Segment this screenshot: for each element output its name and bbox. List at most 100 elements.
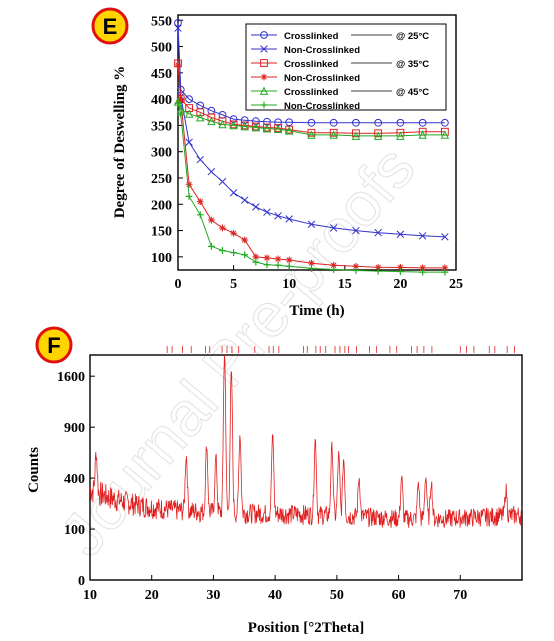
panel-e-series — [173, 18, 450, 276]
legend-marker — [260, 59, 268, 67]
legend-condition: @ 45°C — [396, 87, 429, 98]
data-point — [329, 130, 338, 139]
panel-f-y-axis-title: Counts — [26, 447, 42, 493]
data-point — [218, 177, 227, 186]
data-point — [418, 232, 427, 240]
data-point — [185, 138, 193, 146]
data-point — [177, 96, 185, 104]
x-tick-label: 10 — [282, 277, 296, 292]
legend-label: Crosslinked — [284, 59, 339, 70]
data-point — [441, 264, 449, 272]
legend-condition: @ 25°C — [396, 31, 429, 42]
data-point — [174, 61, 182, 69]
data-point — [196, 198, 204, 206]
data-point — [418, 130, 427, 139]
data-point — [174, 99, 182, 107]
data-point — [352, 129, 360, 138]
panel-f-plot-frame — [89, 354, 523, 581]
legend-marker — [260, 101, 268, 109]
data-point — [374, 267, 382, 275]
series-0 — [174, 18, 449, 127]
x-tick-label: 20 — [145, 588, 159, 603]
data-point — [274, 212, 282, 220]
data-point — [329, 224, 338, 232]
panel-e-y-axis-title: Degree of Deswelling % — [112, 66, 128, 219]
data-point — [285, 256, 293, 264]
data-point — [241, 236, 249, 244]
data-point — [229, 120, 238, 130]
y-tick-label: 0 — [78, 574, 85, 589]
legend-label: Non-Crosslinked — [284, 101, 360, 112]
panel-e-ticks: 0 5 10 15 20 25 100 150 200 250 300 350 400 450 500 550 — [151, 14, 463, 292]
data-point — [352, 226, 360, 235]
y-tick-label: 400 — [151, 93, 172, 108]
y-tick-label: 250 — [151, 172, 172, 187]
y-tick-label: 900 — [64, 421, 85, 436]
data-point — [207, 116, 216, 126]
data-point — [397, 263, 404, 271]
series-line — [177, 22, 445, 124]
data-point — [374, 263, 382, 271]
data-point — [263, 254, 271, 262]
data-point — [241, 251, 249, 259]
legend-label: Non-Crosslinked — [284, 45, 360, 56]
data-point — [352, 267, 360, 274]
x-tick-label: 30 — [206, 588, 220, 603]
x-tick-label: 20 — [393, 277, 407, 292]
legend-marker — [260, 31, 268, 39]
panel-f-ticks: 10 20 30 40 50 60 70 0 100 400 900 1600 — [57, 370, 467, 603]
data-point — [230, 249, 237, 257]
x-tick-label: 15 — [338, 277, 352, 292]
data-point — [307, 128, 316, 137]
data-point — [240, 196, 249, 204]
x-tick-label: 10 — [83, 588, 97, 603]
data-point — [184, 109, 194, 118]
y-tick-label: 150 — [151, 225, 172, 240]
panel-f-label: F — [47, 333, 60, 358]
y-tick-label: 500 — [151, 41, 172, 56]
data-point — [329, 118, 338, 127]
data-point — [262, 124, 272, 133]
data-point — [418, 118, 427, 127]
data-point — [185, 192, 193, 200]
legend-entry: Crosslinked @ 25°C — [251, 31, 429, 42]
y-tick-label: 100 — [64, 523, 85, 538]
data-point — [274, 261, 282, 269]
data-point — [374, 129, 383, 138]
y-tick-label: 550 — [151, 14, 172, 29]
data-point — [196, 155, 204, 164]
data-point — [285, 215, 293, 223]
data-point — [419, 268, 427, 276]
data-point — [307, 118, 316, 127]
y-tick-label: 1600 — [57, 370, 85, 385]
data-point — [374, 118, 383, 127]
series-3 — [174, 61, 449, 272]
data-point — [307, 220, 316, 229]
legend-label: Crosslinked — [284, 87, 339, 98]
data-point — [252, 258, 260, 266]
y-tick-label: 450 — [151, 67, 172, 82]
panel-e-badge — [91, 7, 129, 45]
legend-marker — [260, 45, 268, 53]
legend-marker — [260, 73, 268, 81]
y-tick-label: 200 — [151, 198, 172, 213]
x-tick-label: 0 — [175, 277, 182, 292]
x-tick-label: 25 — [449, 277, 463, 292]
data-point — [440, 130, 450, 139]
series-5 — [174, 99, 449, 276]
legend-label: Crosslinked — [284, 31, 339, 42]
x-tick-label: 70 — [453, 588, 467, 603]
legend-entry: Crosslinked @ 45°C — [251, 86, 429, 98]
y-tick-label: 400 — [64, 472, 85, 487]
data-point — [308, 265, 315, 272]
data-point — [373, 131, 383, 140]
data-point — [240, 121, 249, 131]
data-point — [440, 118, 449, 127]
x-tick-label: 5 — [230, 277, 237, 292]
data-point — [308, 259, 315, 267]
x-tick-label: 50 — [330, 588, 344, 603]
y-tick-label: 100 — [151, 251, 172, 266]
data-point — [352, 118, 360, 127]
legend-entry: Crosslinked @ 35°C — [251, 59, 429, 70]
